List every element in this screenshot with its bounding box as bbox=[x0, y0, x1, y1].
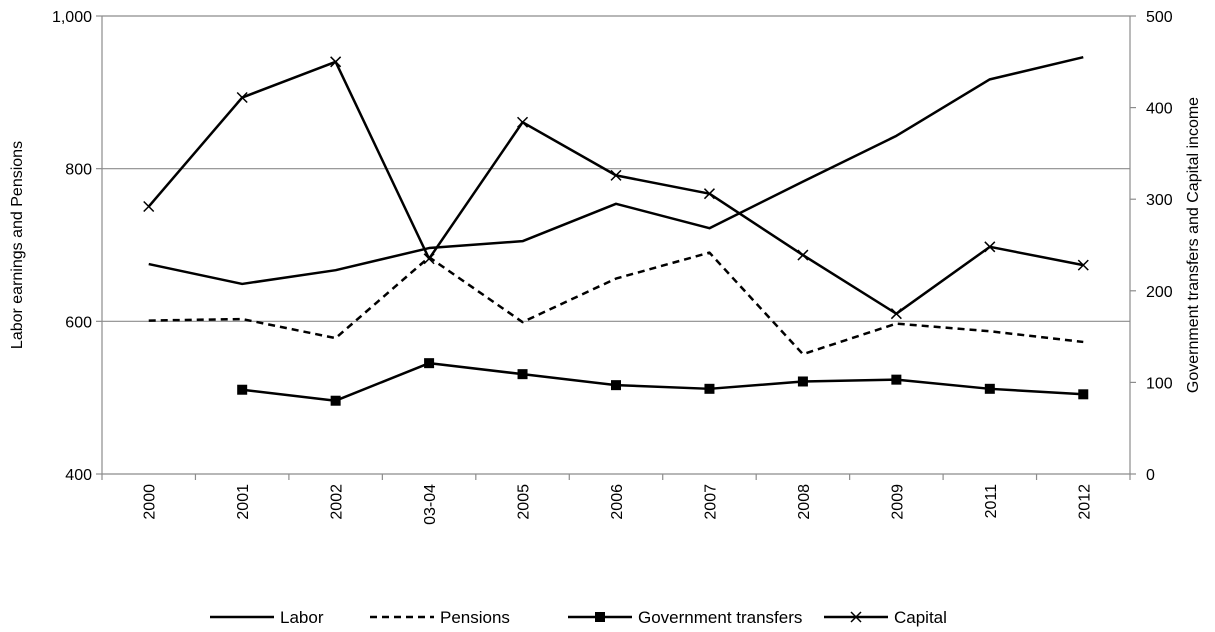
data-point-government-transfers bbox=[1078, 389, 1089, 400]
legend: Labor Pensions Government transfers Capital bbox=[210, 608, 947, 627]
legend-label-pensions: Pensions bbox=[440, 608, 510, 627]
x-tick-label: 2000 bbox=[142, 484, 159, 520]
legend-item-pensions: Pensions bbox=[370, 608, 510, 627]
series-line-labor bbox=[148, 56, 1084, 286]
right-tick-label: 500 bbox=[1146, 9, 1173, 26]
data-point-government-transfers bbox=[797, 376, 808, 387]
data-point-government-transfers bbox=[330, 395, 341, 406]
series-layer bbox=[143, 56, 1089, 406]
data-point-capital bbox=[610, 169, 622, 181]
x-tick-label: 2008 bbox=[796, 484, 813, 520]
legend-label-government-transfers: Government transfers bbox=[638, 608, 802, 627]
data-point-capital bbox=[984, 241, 996, 253]
data-point-government-transfers bbox=[237, 384, 248, 395]
left-tick-label: 400 bbox=[65, 467, 92, 484]
data-point-government-transfers bbox=[891, 374, 902, 385]
right-tick-label: 200 bbox=[1146, 284, 1173, 301]
left-axis-label: Labor earnings and Pensions bbox=[9, 141, 26, 349]
data-point-capital bbox=[1077, 259, 1089, 271]
data-point-capital bbox=[236, 91, 248, 104]
x-tick-label: 2001 bbox=[235, 484, 252, 520]
legend-item-capital: Capital bbox=[824, 608, 947, 627]
x-tick-label: 2011 bbox=[983, 484, 1000, 519]
series-capital bbox=[143, 56, 1089, 320]
data-point-capital bbox=[703, 188, 715, 200]
right-tick-label: 400 bbox=[1146, 101, 1173, 118]
data-point-capital bbox=[517, 116, 529, 128]
x-tick-label: 2002 bbox=[329, 484, 346, 520]
x-tick-label: 2005 bbox=[516, 484, 533, 520]
series-government-transfers bbox=[237, 358, 1089, 406]
data-point-government-transfers bbox=[611, 380, 621, 391]
left-tick-label: 800 bbox=[65, 162, 92, 179]
right-tick-label: 100 bbox=[1146, 375, 1173, 392]
legend-marker-government-transfers bbox=[595, 612, 605, 622]
data-point-capital bbox=[797, 249, 809, 261]
legend-marker-capital bbox=[850, 611, 862, 623]
x-tick-label: 03-04 bbox=[422, 484, 439, 525]
legend-item-labor: Labor bbox=[210, 608, 324, 627]
series-pensions bbox=[148, 251, 1084, 356]
series-line-pensions bbox=[148, 251, 1084, 356]
x-tick-label: 2009 bbox=[889, 484, 906, 520]
data-point-government-transfers bbox=[424, 358, 435, 369]
left-tick-label: 600 bbox=[65, 314, 92, 331]
data-point-government-transfers bbox=[984, 383, 995, 394]
x-tick-label: 2007 bbox=[702, 484, 719, 520]
data-point-capital bbox=[143, 200, 155, 213]
legend-item-government-transfers: Government transfers bbox=[568, 608, 802, 627]
data-point-government-transfers bbox=[704, 383, 715, 394]
gridlines bbox=[102, 15, 1130, 322]
series-labor bbox=[148, 56, 1084, 286]
right-axis-tick-labels: 0 100 200 300 400 500 bbox=[1146, 9, 1173, 484]
legend-label-capital: Capital bbox=[894, 608, 947, 627]
series-line-government-transfers bbox=[242, 361, 1084, 402]
x-tick-label: 2006 bbox=[609, 484, 626, 520]
data-point-government-transfers bbox=[517, 369, 528, 380]
data-point-capital bbox=[423, 253, 435, 265]
data-point-capital bbox=[330, 56, 342, 68]
data-point-capital bbox=[890, 308, 902, 320]
x-tick-label: 2012 bbox=[1076, 484, 1093, 520]
axes bbox=[96, 15, 1136, 480]
left-axis-tick-labels: 400 600 800 1,000 bbox=[52, 9, 92, 484]
legend-label-labor: Labor bbox=[280, 608, 324, 627]
right-tick-label: 0 bbox=[1146, 467, 1155, 484]
x-axis-tick-labels: 2000 2001 2002 03-04 2005 2006 2007 2008 2009 201… bbox=[142, 484, 1094, 525]
right-tick-label: 300 bbox=[1146, 192, 1173, 209]
left-tick-label: 1,000 bbox=[52, 9, 92, 26]
right-axis-label: Government transfers and Capital income bbox=[1185, 97, 1202, 393]
